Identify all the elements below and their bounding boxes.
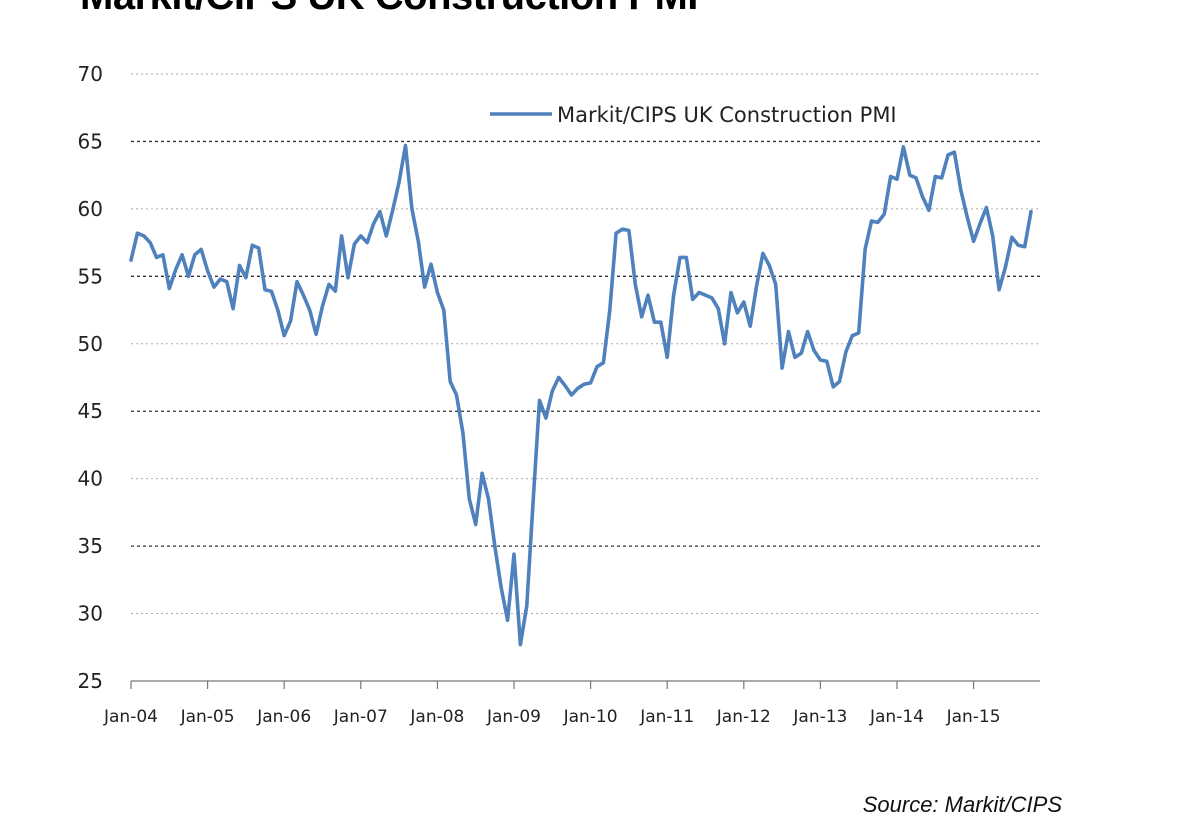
y-tick-label: 30: [78, 602, 103, 626]
x-tick-label: Jan-05: [180, 707, 235, 727]
y-axis-ticks: 25 30 35 40 45 50 55 60 65 70: [78, 62, 103, 693]
x-tick-label: Jan-14: [869, 707, 924, 727]
source-note: Source: Markit/CIPS: [862, 792, 1062, 817]
x-tick-label: Jan-08: [409, 707, 464, 727]
gridlines: [131, 73, 1040, 615]
series-line-construction-pmi: [129, 143, 1033, 647]
y-tick-label: 55: [78, 264, 103, 288]
x-tick-label: Jan-04: [103, 707, 158, 727]
x-tick-label: Jan-15: [946, 707, 1001, 727]
x-tick-label: Jan-12: [716, 707, 771, 727]
y-tick-label: 40: [78, 467, 103, 491]
x-tick-label: Jan-09: [486, 707, 541, 727]
x-tick-label: Jan-07: [333, 707, 388, 727]
y-tick-label: 65: [78, 129, 103, 153]
x-tick-label: Jan-13: [792, 707, 847, 727]
y-tick-label: 35: [78, 534, 103, 558]
y-tick-label: 50: [78, 332, 103, 356]
chart-title: Markit/CIPS UK Construction PMI: [80, 0, 698, 19]
x-axis: Jan-04 Jan-05 Jan-06 Jan-07 Jan-08 Jan-09 Jan-…: [103, 680, 1040, 727]
series-layer: [129, 143, 1033, 647]
legend: Markit/CIPS UK Construction PMI: [490, 103, 897, 127]
legend-label: Markit/CIPS UK Construction PMI: [557, 103, 897, 127]
y-tick-label: 25: [78, 669, 103, 693]
y-tick-label: 60: [78, 197, 103, 221]
y-tick-label: 45: [78, 399, 103, 423]
x-tick-label: Jan-10: [563, 707, 618, 727]
x-tick-label: Jan-06: [256, 707, 311, 727]
y-tick-label: 70: [78, 62, 103, 86]
x-tick-label: Jan-11: [639, 707, 694, 727]
